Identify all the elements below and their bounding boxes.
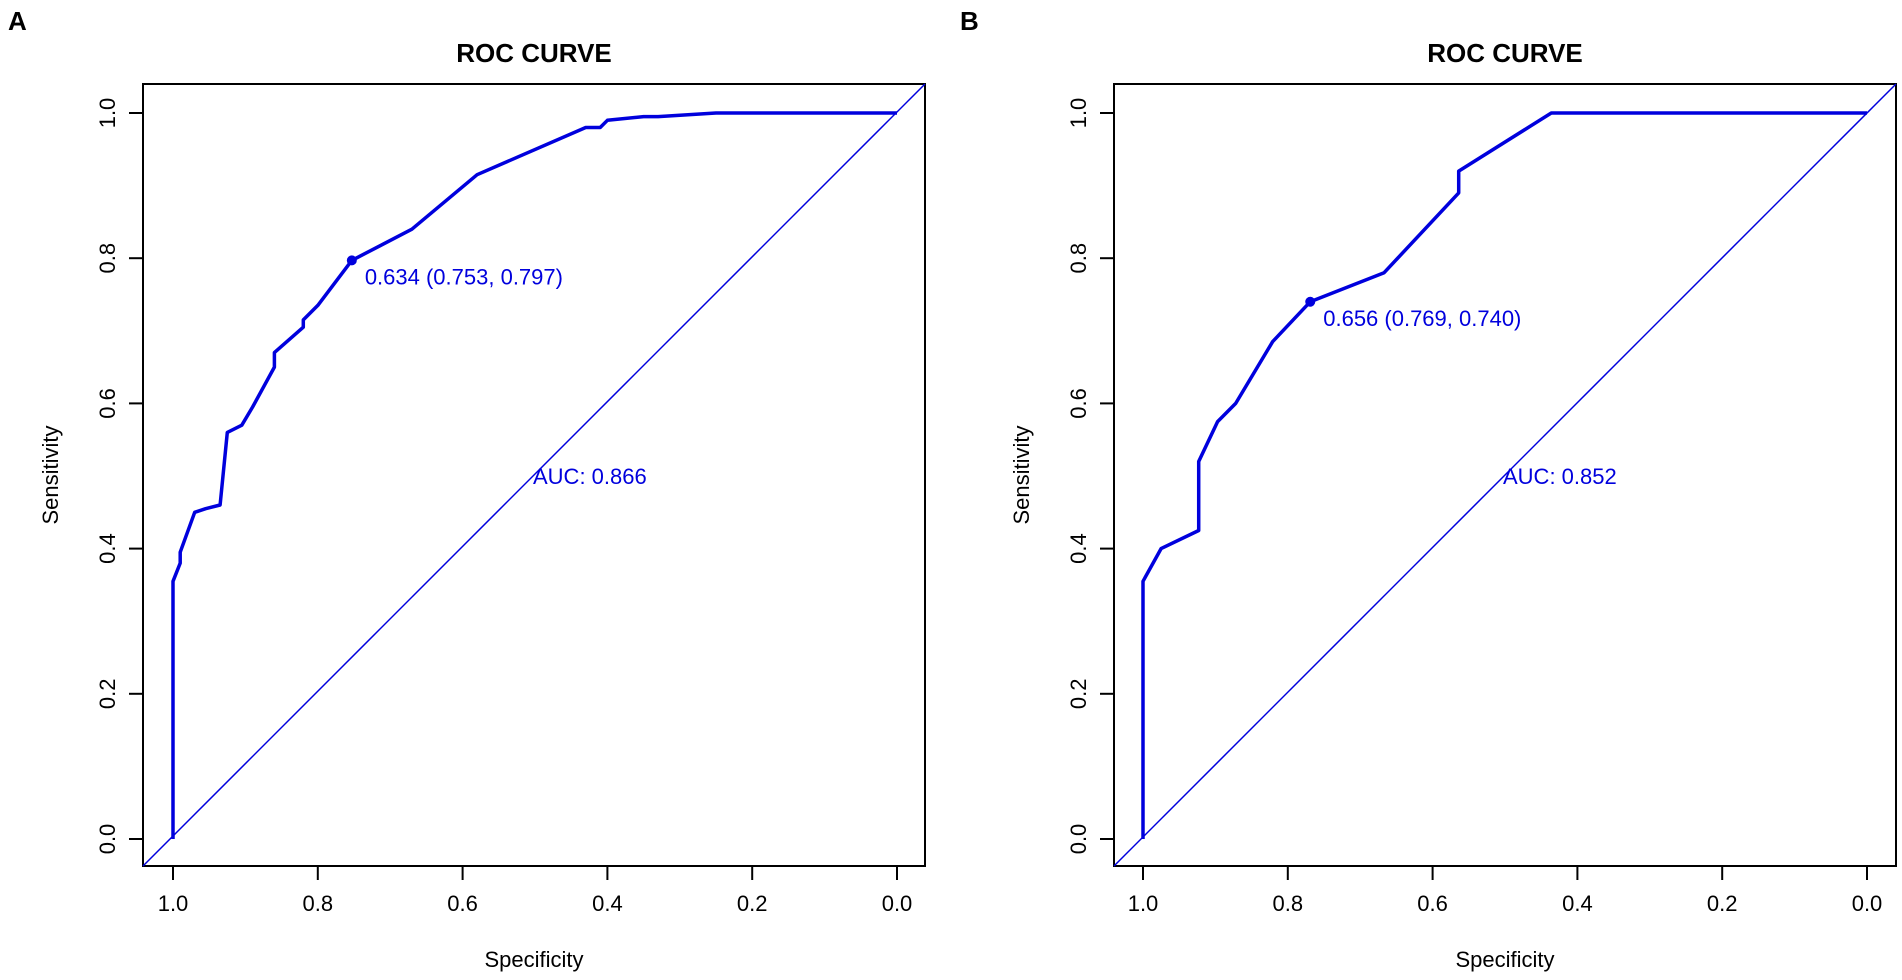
panel-a-y-tick-label: 1.0 <box>95 98 120 129</box>
panel-b-x-tick-label: 0.8 <box>1273 891 1304 916</box>
panel-b-x-tick-label: 0.6 <box>1417 891 1448 916</box>
panel-a-y-tick-label: 0.2 <box>95 679 120 710</box>
panel-b-x-tick-label: 1.0 <box>1128 891 1159 916</box>
panel-a-y-tick-label: 0.6 <box>95 388 120 419</box>
panel-b-x-ticks: 1.0 0.8 0.6 0.4 0.2 0.0 <box>1128 865 1883 916</box>
panel-b-auc-label: AUC: 0.852 <box>1503 464 1617 489</box>
panel-b-y-axis-label: Sensitivity <box>1009 425 1034 524</box>
panel-b-x-tick-label: 0.4 <box>1562 891 1593 916</box>
panel-a-x-tick-label: 1.0 <box>158 891 189 916</box>
panel-b-plot-marks <box>1113 83 1897 867</box>
panel-b-x-axis-label: Specificity <box>1455 947 1554 972</box>
panel-a: A ROC CURVE Specificity Sensitivity 1.0 0… <box>8 6 926 972</box>
panel-a-auc-label: AUC: 0.866 <box>533 464 647 489</box>
panel-a-title: ROC CURVE <box>456 38 612 68</box>
panel-a-x-tick-label: 0.8 <box>303 891 334 916</box>
panel-b: B ROC CURVE Specificity Sensitivity 1.0 0… <box>960 6 1897 972</box>
panel-b-y-tick-label: 0.8 <box>1066 243 1091 274</box>
panel-b-x-tick-label: 0.0 <box>1852 891 1883 916</box>
panel-a-x-tick-label: 0.2 <box>737 891 768 916</box>
panel-a-threshold-point <box>346 255 357 266</box>
panel-a-roc-curve <box>171 111 897 839</box>
panel-a-threshold-label: 0.634 (0.753, 0.797) <box>365 264 563 289</box>
panel-b-title: ROC CURVE <box>1427 38 1583 68</box>
panel-b-y-tick-label: 0.6 <box>1066 388 1091 419</box>
panel-a-plot-marks <box>142 83 926 867</box>
panel-a-x-ticks: 1.0 0.8 0.6 0.4 0.2 0.0 <box>158 865 913 916</box>
panel-b-reference-diagonal <box>1113 83 1897 867</box>
panel-a-y-tick-label: 0.4 <box>95 533 120 564</box>
panel-a-x-tick-label: 0.6 <box>447 891 478 916</box>
panel-b-y-tick-label: 0.4 <box>1066 533 1091 564</box>
panel-b-roc-curve <box>1141 111 1867 839</box>
panel-a-y-axis-label: Sensitivity <box>38 425 63 524</box>
panel-a-y-ticks: 0.0 0.2 0.4 0.6 0.8 1.0 <box>95 98 144 855</box>
panel-b-y-tick-label: 0.0 <box>1066 824 1091 855</box>
panel-a-x-tick-label: 0.0 <box>882 891 913 916</box>
panel-a-x-axis-label: Specificity <box>484 947 583 972</box>
panel-b-threshold-point <box>1305 296 1316 307</box>
panel-a-x-tick-label: 0.4 <box>592 891 623 916</box>
panel-b-y-ticks: 0.0 0.2 0.4 0.6 0.8 1.0 <box>1066 98 1115 855</box>
panel-b-y-tick-label: 0.2 <box>1066 679 1091 710</box>
panel-b-label: B <box>960 6 979 36</box>
panel-b-y-tick-label: 1.0 <box>1066 98 1091 129</box>
panel-a-y-tick-label: 0.8 <box>95 243 120 274</box>
panel-b-threshold-label: 0.656 (0.769, 0.740) <box>1323 306 1521 331</box>
panel-b-x-tick-label: 0.2 <box>1707 891 1738 916</box>
panel-a-label: A <box>8 6 27 36</box>
panel-a-y-tick-label: 0.0 <box>95 824 120 855</box>
panel-a-reference-diagonal <box>142 83 926 867</box>
